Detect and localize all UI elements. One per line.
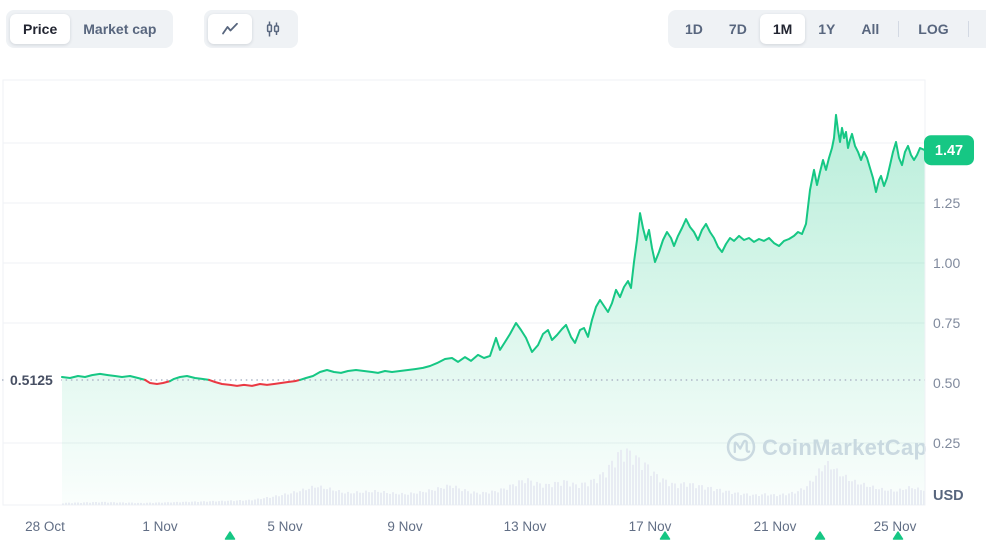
market-cap-tab[interactable]: Market cap	[70, 14, 169, 44]
range-all-button[interactable]: All	[848, 14, 892, 44]
price-tab[interactable]: Price	[10, 14, 71, 44]
event-marker-icon[interactable]	[659, 531, 671, 540]
candlestick-icon	[266, 21, 280, 37]
volume-bars	[62, 448, 925, 505]
divider	[898, 21, 900, 37]
price-line-up	[299, 113, 926, 381]
x-axis-label: 28 Oct	[25, 519, 65, 534]
unit-label: USD	[933, 488, 964, 504]
x-axis-label: 21 Nov	[754, 519, 797, 534]
price-line-down	[144, 378, 171, 385]
x-axis-label: 5 Nov	[267, 519, 303, 534]
candlestick-tab[interactable]	[252, 14, 294, 44]
y-axis-label: 0.75	[933, 315, 960, 331]
baseline-label: 0.5125	[10, 372, 53, 388]
event-marker-icon[interactable]	[224, 531, 236, 540]
current-price-badge	[924, 135, 974, 166]
event-marker-icon[interactable]	[814, 531, 826, 540]
log-scale-button[interactable]: LOG	[905, 14, 961, 44]
current-price-value: 1.47	[935, 143, 963, 159]
y-axis-label: 0.50	[933, 375, 960, 391]
price-line-down	[208, 378, 301, 387]
event-marker-icon[interactable]	[892, 531, 904, 540]
line-chart-tab[interactable]	[208, 14, 252, 44]
range-7d-button[interactable]: 7D	[716, 14, 760, 44]
divider	[967, 21, 969, 37]
x-axis-label: 17 Nov	[629, 519, 672, 534]
metric-toggle: Price Market cap	[6, 10, 174, 48]
y-axis-label: 1.00	[933, 255, 960, 271]
range-1d-button[interactable]: 1D	[672, 14, 716, 44]
y-axis-label: 0.25	[933, 435, 960, 451]
line-chart-icon	[222, 22, 238, 35]
x-axis-label: 13 Nov	[504, 519, 547, 534]
x-axis-label: 1 Nov	[142, 519, 178, 534]
x-axis-label: 9 Nov	[387, 519, 423, 534]
price-line-up	[169, 375, 210, 383]
y-axis-label: 1.25	[933, 195, 960, 211]
chart-type-toggle	[204, 10, 298, 48]
area-fill	[62, 114, 925, 506]
price-line-up	[61, 372, 146, 381]
baseline-label-chip	[6, 370, 61, 390]
range-1m-button[interactable]: 1M	[759, 14, 806, 44]
range-1y-button[interactable]: 1Y	[805, 14, 848, 44]
range-toggle: 1D 7D 1M 1Y All LOG ···	[668, 10, 986, 48]
x-axis-label: 25 Nov	[874, 519, 917, 534]
more-options-button[interactable]: ···	[975, 14, 986, 44]
